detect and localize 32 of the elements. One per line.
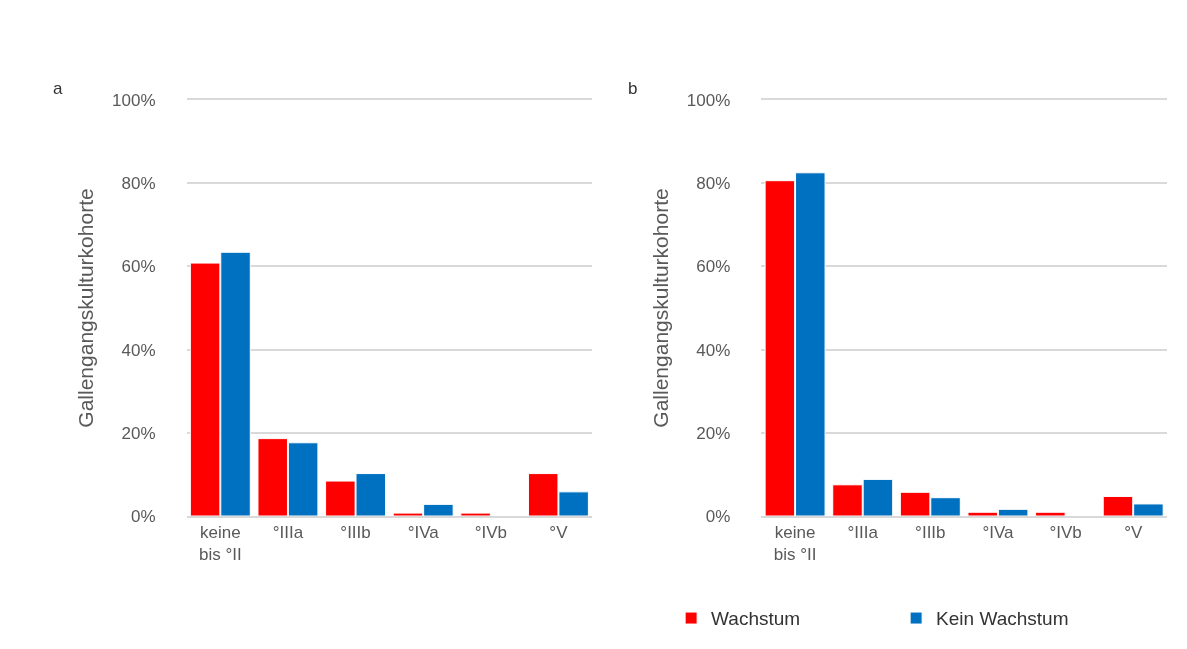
y-tick-label: 100% [686,90,731,110]
bar [460,512,491,516]
x-tick-label: °IVa [982,523,1015,543]
y-tick-label: 40% [696,340,731,360]
y-tick-label: 60% [121,257,156,277]
y-tick-label: 80% [696,174,731,194]
x-tick-label: °V [1124,523,1143,543]
y-axis-title: Gallengangskulturkohorte [648,188,672,428]
y-tick-label: 100% [112,90,156,110]
bar [1035,511,1066,516]
y-tick-label: 80% [121,174,156,194]
x-tick-label: °IVb [1049,523,1082,543]
y-tick-label: 40% [121,340,156,360]
legend-label: Wachstum [711,608,801,630]
x-tick-label: keine bis °II [773,523,817,565]
x-tick-label: °IVb [474,523,507,543]
chart-title: a [53,79,63,98]
x-tick-label: °IIIa [847,523,879,543]
y-tick-label: 20% [696,423,731,443]
y-axis-title: Gallengangskulturkohorte [74,188,98,428]
x-tick-label: keine bis °II [198,523,242,565]
x-tick-label: °IIIb [340,523,371,543]
legend-label: Kein Wachstum [936,608,1069,630]
chart-title: b [628,79,638,98]
y-tick-label: 20% [121,423,156,443]
y-tick-label: 0% [130,506,156,526]
x-tick-label: °IVa [407,523,440,543]
y-tick-label: 0% [705,506,731,526]
x-tick-label: °IIIb [915,523,946,543]
x-tick-label: °V [549,523,569,543]
x-tick-label: °IIIa [272,523,304,543]
y-tick-label: 60% [696,257,731,277]
